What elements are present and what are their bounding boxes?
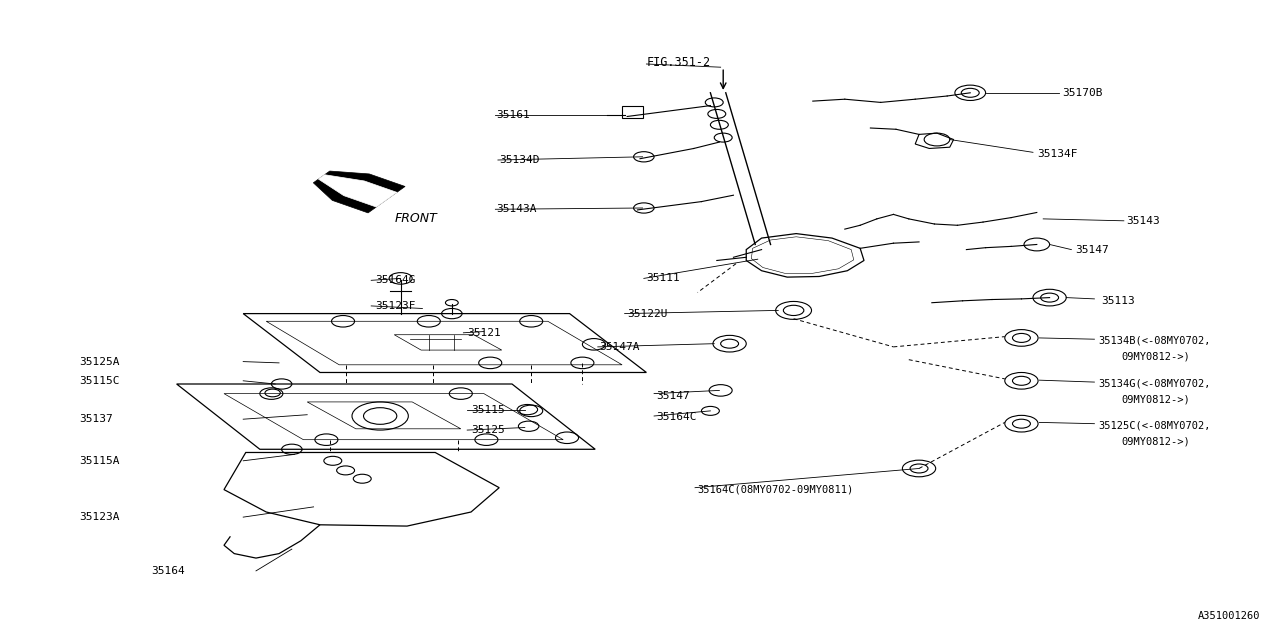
Text: 35134D: 35134D xyxy=(499,155,540,165)
Text: 35164G: 35164G xyxy=(375,275,416,285)
Text: 35164: 35164 xyxy=(151,566,184,576)
Text: 35115: 35115 xyxy=(471,404,504,415)
Polygon shape xyxy=(314,171,404,213)
Text: 35122U: 35122U xyxy=(627,308,668,319)
Text: 35111: 35111 xyxy=(646,273,680,284)
Text: FIG.351-2: FIG.351-2 xyxy=(646,56,710,69)
Text: 35134B(<-08MY0702,: 35134B(<-08MY0702, xyxy=(1098,335,1211,346)
Text: 35147: 35147 xyxy=(657,390,690,401)
Text: 09MY0812->): 09MY0812->) xyxy=(1121,395,1190,405)
Text: 35123A: 35123A xyxy=(79,512,120,522)
Text: 35143A: 35143A xyxy=(497,204,538,214)
Text: 35137: 35137 xyxy=(79,414,113,424)
Text: 35125A: 35125A xyxy=(79,356,120,367)
Text: 35121: 35121 xyxy=(467,328,500,338)
Text: 35147: 35147 xyxy=(1075,244,1108,255)
Text: 35164C(08MY0702-09MY0811): 35164C(08MY0702-09MY0811) xyxy=(698,484,854,495)
Text: 35113: 35113 xyxy=(1101,296,1134,306)
Text: 35123F: 35123F xyxy=(375,301,416,311)
Text: 35161: 35161 xyxy=(497,110,530,120)
Text: 35147A: 35147A xyxy=(599,342,640,352)
Text: 35164C: 35164C xyxy=(657,412,698,422)
Text: 35143: 35143 xyxy=(1126,216,1160,226)
Text: 35134G(<-08MY0702,: 35134G(<-08MY0702, xyxy=(1098,379,1211,389)
Text: 35115C: 35115C xyxy=(79,376,120,386)
Text: FRONT: FRONT xyxy=(394,212,436,225)
Text: 09MY0812->): 09MY0812->) xyxy=(1121,436,1190,447)
Text: 35134F: 35134F xyxy=(1037,148,1078,159)
Text: 35125C(<-08MY0702,: 35125C(<-08MY0702, xyxy=(1098,420,1211,431)
Polygon shape xyxy=(319,175,397,207)
Text: 09MY0812->): 09MY0812->) xyxy=(1121,351,1190,362)
Text: 35115A: 35115A xyxy=(79,456,120,466)
Text: 35125: 35125 xyxy=(471,425,504,435)
Text: A351001260: A351001260 xyxy=(1198,611,1261,621)
Text: 35170B: 35170B xyxy=(1062,88,1103,98)
